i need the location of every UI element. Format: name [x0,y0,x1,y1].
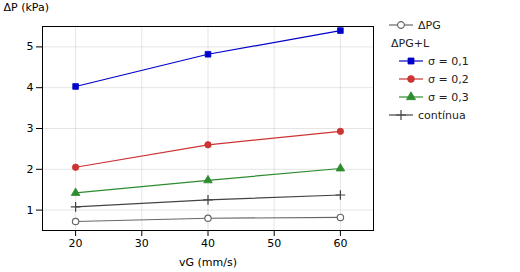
html-text:contínua: contínua [418,108,466,122]
svg-text:20: 20 [69,237,83,250]
html-text:σ = 0,1: σ = 0,1 [428,54,469,68]
svg-text:60: 60 [333,237,347,250]
svg-text:1: 1 [27,204,34,217]
html-text:σ = 0,3: σ = 0,3 [428,90,469,104]
svg-text:ΔP (kPa): ΔP (kPa) [4,1,50,14]
svg-text:4: 4 [27,81,34,94]
svg-text:2: 2 [27,163,34,176]
svg-text:50: 50 [267,237,281,250]
html-text:σ = 0,2: σ = 0,2 [428,72,469,86]
svg-text:5: 5 [27,40,34,53]
svg-text:3: 3 [27,122,34,135]
svg-text:vG (mm/s): vG (mm/s) [179,256,237,269]
html-text:ΔPG: ΔPG [418,18,441,32]
svg-text:30: 30 [135,237,149,250]
html-text:ΔPG+L: ΔPG+L [391,36,429,50]
svg-text:40: 40 [201,237,215,250]
